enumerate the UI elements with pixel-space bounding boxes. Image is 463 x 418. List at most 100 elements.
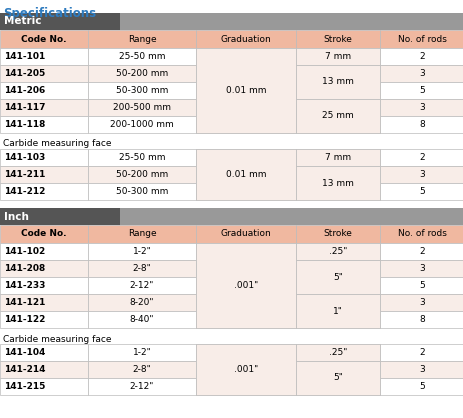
Text: 25-50 mm: 25-50 mm <box>119 153 165 162</box>
Bar <box>295 344 379 361</box>
Text: 141-103: 141-103 <box>4 153 45 162</box>
Text: No. of rods: No. of rods <box>397 229 445 239</box>
Text: 50-300 mm: 50-300 mm <box>116 187 168 196</box>
Text: 3: 3 <box>418 170 424 179</box>
Bar <box>295 30 379 48</box>
Bar <box>88 361 195 378</box>
Bar <box>0 166 88 183</box>
Bar <box>0 344 88 361</box>
Bar <box>379 243 463 260</box>
Text: 141-121: 141-121 <box>4 298 45 307</box>
Text: 2-12": 2-12" <box>130 281 154 290</box>
Bar <box>0 183 88 200</box>
Bar <box>195 225 295 243</box>
Bar <box>295 149 379 166</box>
Text: 1": 1" <box>332 306 342 316</box>
Bar <box>295 344 379 361</box>
Text: 141-101: 141-101 <box>4 52 45 61</box>
Text: 3: 3 <box>418 365 424 374</box>
Bar <box>195 361 295 378</box>
Bar <box>295 116 379 133</box>
Text: 141-117: 141-117 <box>4 103 45 112</box>
Bar <box>88 294 195 311</box>
Text: 141-212: 141-212 <box>4 187 45 196</box>
Text: 7 mm: 7 mm <box>324 153 350 162</box>
Bar <box>379 149 463 166</box>
Bar <box>379 294 463 311</box>
Bar <box>88 311 195 328</box>
Text: 141-118: 141-118 <box>4 120 45 129</box>
Bar <box>379 116 463 133</box>
Bar <box>195 65 295 82</box>
Text: Graduation: Graduation <box>220 35 271 43</box>
Text: 141-122: 141-122 <box>4 315 45 324</box>
Text: 8-40": 8-40" <box>130 315 154 324</box>
Bar <box>0 149 88 166</box>
Bar <box>195 149 295 200</box>
Text: 2: 2 <box>418 52 424 61</box>
Bar <box>0 99 88 116</box>
Bar <box>295 361 379 378</box>
Bar <box>88 99 195 116</box>
Bar <box>295 99 379 133</box>
Bar <box>295 82 379 99</box>
Bar <box>379 166 463 183</box>
Text: .001": .001" <box>233 281 257 290</box>
Text: 141-206: 141-206 <box>4 86 45 95</box>
Bar <box>0 116 88 133</box>
Bar <box>195 344 295 395</box>
Text: 141-214: 141-214 <box>4 365 45 374</box>
Bar <box>295 277 379 294</box>
Bar <box>195 311 295 328</box>
Bar <box>195 30 295 48</box>
Bar <box>295 311 379 328</box>
Text: 2-8": 2-8" <box>132 365 151 374</box>
Bar <box>379 82 463 99</box>
Bar <box>379 30 463 48</box>
Bar <box>295 65 379 99</box>
Text: 8-20": 8-20" <box>130 298 154 307</box>
Text: 50-200 mm: 50-200 mm <box>116 170 168 179</box>
Bar <box>88 30 195 48</box>
Bar <box>195 243 295 328</box>
Bar <box>195 294 295 311</box>
Text: 141-104: 141-104 <box>4 348 45 357</box>
Text: 0.01 mm: 0.01 mm <box>225 86 266 95</box>
Text: Specifications: Specifications <box>3 7 96 20</box>
Text: Carbide measuring face: Carbide measuring face <box>3 334 111 344</box>
Text: 25-50 mm: 25-50 mm <box>119 52 165 61</box>
Bar <box>195 183 295 200</box>
Text: 13 mm: 13 mm <box>321 178 353 188</box>
Bar <box>295 166 379 183</box>
Bar <box>379 48 463 65</box>
Text: Inch: Inch <box>4 212 29 222</box>
Text: 50-200 mm: 50-200 mm <box>116 69 168 78</box>
Text: 141-102: 141-102 <box>4 247 45 256</box>
Bar <box>295 294 379 311</box>
Text: 1-2": 1-2" <box>132 348 151 357</box>
Bar <box>295 225 379 243</box>
Bar <box>379 260 463 277</box>
Bar <box>88 344 195 361</box>
Bar <box>88 277 195 294</box>
Text: 7 mm: 7 mm <box>324 52 350 61</box>
Text: 5": 5" <box>332 273 342 281</box>
Text: 2: 2 <box>418 247 424 256</box>
Text: 3: 3 <box>418 69 424 78</box>
Bar <box>379 311 463 328</box>
Bar <box>88 48 195 65</box>
Text: 8: 8 <box>418 315 424 324</box>
Text: 5: 5 <box>418 382 424 391</box>
Bar <box>295 149 379 166</box>
Bar <box>379 225 463 243</box>
Bar <box>0 378 88 395</box>
Bar <box>0 82 88 99</box>
Bar <box>0 277 88 294</box>
Text: .25": .25" <box>328 247 346 256</box>
Bar <box>0 311 88 328</box>
Bar <box>379 378 463 395</box>
Text: 3: 3 <box>418 298 424 307</box>
Text: 200-500 mm: 200-500 mm <box>113 103 171 112</box>
Bar <box>0 208 120 225</box>
Bar <box>88 149 195 166</box>
